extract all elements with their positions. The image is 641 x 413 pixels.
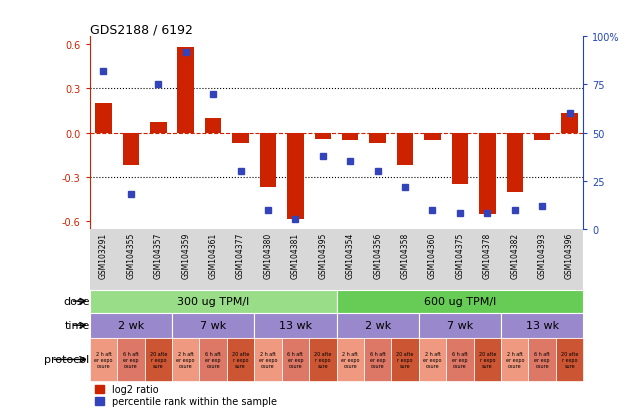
Bar (232, 133, 249, 144)
Bar (96, 104, 112, 133)
Text: 2 h aft
er expo
osure: 2 h aft er expo osure (506, 351, 524, 368)
Text: GSM104396: GSM104396 (565, 233, 574, 279)
Bar (90, 313, 172, 338)
Text: GDS2188 / 6192: GDS2188 / 6192 (90, 23, 192, 36)
Bar (501, 313, 583, 338)
Bar (260, 133, 276, 188)
Text: 2 h aft
er expo
osure: 2 h aft er expo osure (341, 351, 360, 368)
Legend: log2 ratio, percentile rank within the sample: log2 ratio, percentile rank within the s… (95, 385, 277, 406)
Bar (419, 338, 446, 381)
Bar (199, 338, 227, 381)
Bar (424, 133, 441, 141)
Bar (172, 313, 254, 338)
Text: 2 h aft
er expo
osure: 2 h aft er expo osure (423, 351, 442, 368)
Bar (534, 133, 551, 141)
Bar (254, 338, 281, 381)
Bar (452, 133, 468, 185)
Bar (369, 133, 386, 144)
Text: 20 afte
r expo
sure: 20 afte r expo sure (314, 351, 331, 368)
Bar (315, 133, 331, 139)
Bar (446, 338, 474, 381)
Bar (337, 313, 419, 338)
Text: 2 h aft
er expo
osure: 2 h aft er expo osure (259, 351, 277, 368)
Bar (117, 338, 145, 381)
Text: GSM104393: GSM104393 (538, 233, 547, 279)
Bar (122, 133, 139, 166)
Text: 6 h aft
er exp
osure: 6 h aft er exp osure (123, 351, 139, 368)
Bar (309, 338, 337, 381)
Text: GSM104380: GSM104380 (263, 233, 272, 278)
Bar (501, 338, 528, 381)
Bar (281, 338, 309, 381)
Text: 6 h aft
er exp
osure: 6 h aft er exp osure (534, 351, 550, 368)
Text: 20 afte
r expo
sure: 20 afte r expo sure (396, 351, 413, 368)
Text: 20 afte
r expo
sure: 20 afte r expo sure (479, 351, 496, 368)
Text: GSM104395: GSM104395 (319, 233, 328, 279)
Text: GSM104355: GSM104355 (126, 233, 135, 279)
Text: 300 ug TPM/l: 300 ug TPM/l (177, 297, 249, 306)
Bar (337, 338, 364, 381)
Text: GSM104382: GSM104382 (510, 233, 519, 278)
Bar (342, 133, 358, 141)
Text: GSM104361: GSM104361 (208, 233, 218, 278)
Text: 13 wk: 13 wk (279, 320, 312, 330)
Bar (506, 133, 523, 192)
Text: 2 wk: 2 wk (365, 320, 391, 330)
Text: GSM104378: GSM104378 (483, 233, 492, 278)
Text: 6 h aft
er exp
osure: 6 h aft er exp osure (287, 351, 303, 368)
Text: GSM104381: GSM104381 (291, 233, 300, 278)
Text: GSM104354: GSM104354 (345, 233, 354, 279)
Text: 20 afte
r expo
sure: 20 afte r expo sure (232, 351, 249, 368)
Bar (150, 123, 167, 133)
Text: GSM104375: GSM104375 (455, 233, 465, 279)
Text: GSM104356: GSM104356 (373, 233, 382, 279)
Bar (337, 290, 583, 313)
Bar (479, 133, 495, 215)
Bar (562, 114, 578, 133)
Text: dose: dose (63, 297, 90, 306)
Bar (397, 133, 413, 166)
Text: 2 wk: 2 wk (118, 320, 144, 330)
Text: GSM103291: GSM103291 (99, 233, 108, 278)
Text: GSM104360: GSM104360 (428, 233, 437, 279)
Bar (178, 47, 194, 133)
Text: 2 h aft
er expo
osure: 2 h aft er expo osure (94, 351, 113, 368)
Bar (556, 338, 583, 381)
Text: GSM104359: GSM104359 (181, 233, 190, 279)
Bar (254, 313, 337, 338)
Bar (90, 338, 117, 381)
Bar (145, 338, 172, 381)
Text: 7 wk: 7 wk (200, 320, 226, 330)
Text: 13 wk: 13 wk (526, 320, 559, 330)
Text: protocol: protocol (44, 355, 90, 365)
Bar (364, 338, 392, 381)
Bar (287, 133, 304, 219)
Bar (392, 338, 419, 381)
Bar (205, 119, 221, 133)
Text: 6 h aft
er exp
osure: 6 h aft er exp osure (370, 351, 386, 368)
Text: 20 afte
r expo
sure: 20 afte r expo sure (149, 351, 167, 368)
Bar (227, 338, 254, 381)
Text: time: time (65, 320, 90, 330)
Text: 20 afte
r expo
sure: 20 afte r expo sure (561, 351, 578, 368)
Text: 7 wk: 7 wk (447, 320, 473, 330)
Text: GSM104358: GSM104358 (401, 233, 410, 278)
Text: GSM104377: GSM104377 (236, 233, 245, 279)
Text: 2 h aft
er expo
osure: 2 h aft er expo osure (176, 351, 195, 368)
Text: 6 h aft
er exp
osure: 6 h aft er exp osure (452, 351, 468, 368)
Bar (90, 290, 337, 313)
Bar (528, 338, 556, 381)
Bar (474, 338, 501, 381)
Text: 6 h aft
er exp
osure: 6 h aft er exp osure (205, 351, 221, 368)
Bar (172, 338, 199, 381)
Text: 600 ug TPM/l: 600 ug TPM/l (424, 297, 496, 306)
Text: GSM104357: GSM104357 (154, 233, 163, 279)
Bar (419, 313, 501, 338)
